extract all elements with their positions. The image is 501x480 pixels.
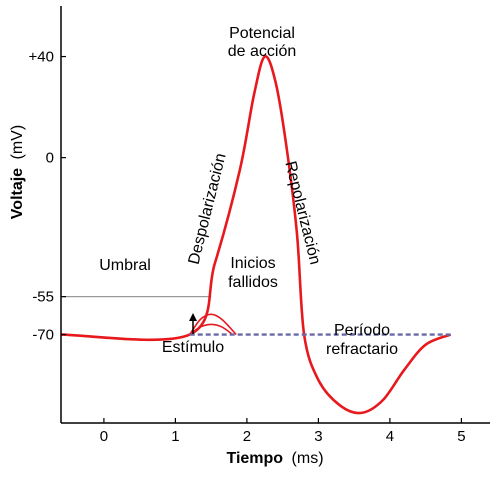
y-axis-label-unit: (mV): [9, 125, 26, 160]
refractory-label-line1: Período: [334, 322, 390, 339]
x-axis-label: Tiempo (ms): [226, 450, 323, 467]
action-potential-curve: [60, 55, 452, 415]
failed-starts-label-line1: Inicios: [230, 255, 275, 272]
peak-label-line1: Potencial: [229, 25, 295, 42]
failed-start-curve-1: [189, 313, 237, 336]
x-tick-label: 0: [100, 428, 108, 445]
peak-label-line2: de acción: [228, 43, 297, 60]
y-tick-label: -55: [32, 289, 54, 306]
x-tick-label: 2: [243, 428, 251, 445]
x-tick-label: 4: [386, 428, 394, 445]
y-tick-label: -70: [32, 327, 54, 344]
y-tick-label: 0: [46, 150, 54, 167]
refractory-label-line2: refractario: [326, 341, 398, 358]
plot-layer: 0 1 2 3 4 5 +40 0 -55 -70: [29, 6, 490, 445]
repolarization-label: Repolarización: [281, 160, 323, 267]
y-tick-label: +40: [29, 49, 54, 66]
failed-starts-label-line2: fallidos: [228, 274, 278, 291]
y-axis-label: Voltaje (mV): [9, 125, 26, 219]
failed-start-curve-2: [189, 323, 234, 336]
stimulus-arrow-icon: [189, 313, 197, 334]
x-axis-label-unit: (ms): [292, 450, 324, 467]
x-axis-label-main: Tiempo: [226, 450, 283, 467]
threshold-label: Umbral: [99, 257, 151, 274]
x-tick-label: 3: [314, 428, 322, 445]
depolarization-label: Despolarización: [186, 152, 230, 267]
stimulus-label: Estímulo: [162, 339, 224, 356]
y-axis-label-main: Voltaje: [9, 168, 26, 219]
x-tick-label: 1: [171, 428, 179, 445]
x-tick-label: 5: [457, 428, 465, 445]
